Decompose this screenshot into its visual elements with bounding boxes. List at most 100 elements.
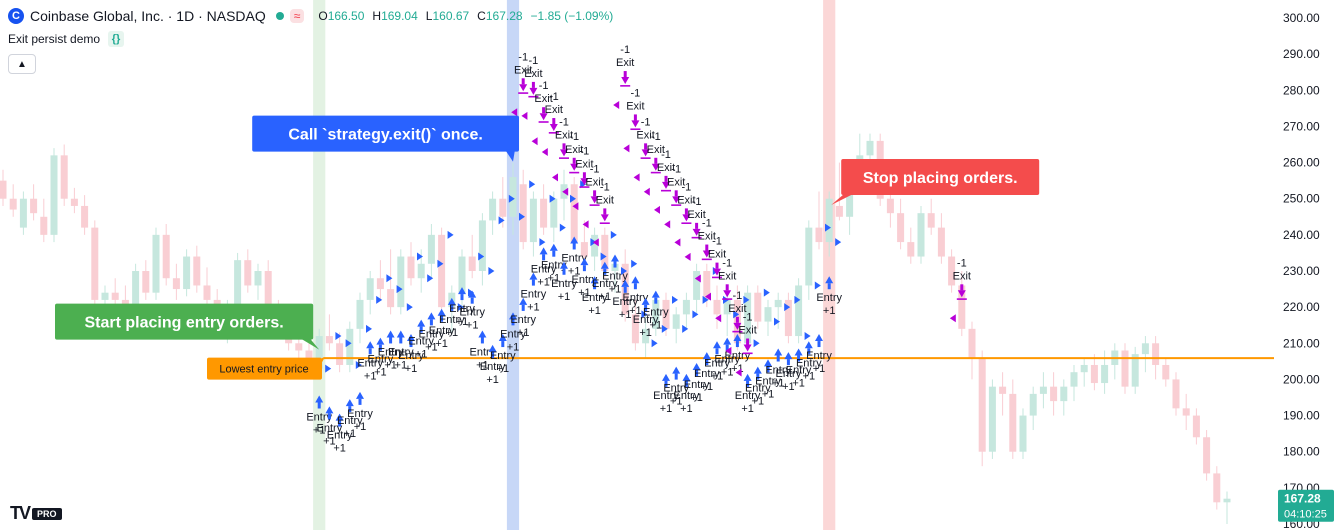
candle-body bbox=[846, 184, 854, 217]
order-fill-marker bbox=[784, 303, 791, 312]
candle-body bbox=[754, 292, 762, 322]
down-arrow-icon bbox=[651, 163, 660, 171]
order-fill-marker bbox=[774, 317, 780, 326]
candle bbox=[9, 184, 17, 217]
down-arrow-shaft bbox=[521, 78, 525, 85]
entry-label: Entry bbox=[551, 278, 577, 290]
up-arrow-icon bbox=[376, 337, 385, 345]
candle-body bbox=[1039, 386, 1047, 394]
ohlc-close: C167.28 bbox=[477, 9, 522, 23]
exit-qty-label: -1 bbox=[671, 163, 681, 175]
entry-marker: Entry+1 bbox=[388, 303, 414, 371]
entry-marker: Entry+1 bbox=[500, 212, 526, 353]
candle bbox=[713, 285, 721, 329]
order-fill-marker bbox=[488, 267, 495, 275]
entry-marker: Entry+1 bbox=[337, 360, 363, 440]
exit-label: Exit bbox=[514, 64, 532, 76]
entry-qty-label: +1 bbox=[384, 359, 397, 371]
up-arrow-icon bbox=[488, 344, 497, 352]
candle bbox=[60, 144, 68, 206]
exit-fill-marker bbox=[623, 144, 630, 153]
indicator-legend[interactable]: Exit persist demo {} bbox=[8, 31, 125, 47]
ohlc-high-key: H bbox=[372, 9, 382, 23]
candle-body bbox=[835, 205, 843, 217]
entry-label: Entry bbox=[521, 289, 547, 301]
candle-body bbox=[397, 256, 405, 308]
order-fill-marker bbox=[519, 212, 525, 221]
candle-body bbox=[234, 260, 242, 308]
entry-label: Entry bbox=[674, 390, 700, 402]
down-arrow-shaft bbox=[593, 190, 597, 197]
indicator-name[interactable]: Exit persist demo bbox=[8, 32, 101, 46]
order-fill-marker bbox=[692, 310, 699, 319]
candle bbox=[111, 278, 119, 308]
exit-qty-label: -1 bbox=[692, 196, 702, 208]
entry-qty-label: +1 bbox=[415, 349, 428, 361]
down-arrow-icon bbox=[621, 77, 630, 85]
down-arrow-icon bbox=[590, 196, 599, 204]
candle bbox=[346, 321, 354, 373]
entry-qty-label: +1 bbox=[568, 265, 581, 277]
exit-fill-marker bbox=[552, 173, 558, 182]
source-code-icon[interactable]: {} bbox=[108, 31, 125, 47]
candle-body bbox=[540, 198, 548, 228]
entry-label: Entry bbox=[663, 383, 689, 395]
exit-label: Exit bbox=[596, 194, 614, 206]
candle-body bbox=[805, 227, 813, 286]
collapse-legend-button[interactable]: ▲ bbox=[8, 54, 36, 74]
order-fill-marker bbox=[478, 252, 485, 261]
candle-body bbox=[1141, 343, 1149, 355]
candle-body bbox=[30, 198, 38, 214]
entry-label: Entry bbox=[510, 314, 536, 326]
down-arrow-shaft bbox=[674, 190, 678, 197]
up-arrow-shaft bbox=[715, 348, 719, 355]
up-arrow-shaft bbox=[368, 348, 372, 355]
candle bbox=[529, 191, 537, 257]
tradingview-logo[interactable]: TV PRO bbox=[10, 503, 62, 524]
candle-body bbox=[570, 184, 578, 243]
candle-body bbox=[152, 234, 160, 293]
entry-marker: Entry+1 bbox=[449, 287, 475, 328]
exit-label: Exit bbox=[738, 325, 756, 337]
up-arrow-shaft bbox=[572, 243, 576, 250]
market-status-dot[interactable] bbox=[275, 12, 284, 20]
entry-qty-label: +1 bbox=[588, 305, 601, 317]
order-fill-marker bbox=[631, 259, 638, 268]
data-status-badge[interactable]: ≈ bbox=[289, 9, 305, 23]
candle-body bbox=[723, 299, 731, 315]
up-arrow-shaft bbox=[705, 359, 709, 366]
ohlc-low-value: 160.67 bbox=[432, 9, 470, 23]
down-arrow-shaft bbox=[695, 222, 699, 229]
candle-body bbox=[1223, 498, 1231, 503]
entry-qty-label: +1 bbox=[701, 381, 714, 393]
down-arrow-base bbox=[671, 204, 682, 206]
y-axis-tick-label: 240.00 bbox=[1283, 228, 1320, 242]
entry-label: Entry bbox=[561, 252, 587, 264]
up-arrow-shaft bbox=[419, 326, 423, 333]
entry-qty-label: +1 bbox=[456, 316, 469, 328]
entry-qty-label: +1 bbox=[354, 421, 367, 433]
candle bbox=[948, 249, 956, 293]
candle-body bbox=[591, 234, 599, 257]
candle bbox=[1121, 343, 1129, 394]
candle-body bbox=[958, 285, 966, 329]
candle bbox=[999, 372, 1007, 416]
up-arrow-shaft bbox=[817, 341, 821, 348]
chevron-up-icon: ▲ bbox=[17, 58, 27, 70]
candle bbox=[142, 260, 150, 300]
entry-qty-label: +1 bbox=[803, 370, 816, 382]
candle-body bbox=[948, 256, 956, 286]
symbol-title[interactable]: Coinbase Global, Inc. · 1D · NASDAQ bbox=[30, 8, 266, 24]
candle-body bbox=[784, 299, 792, 337]
up-arrow-icon bbox=[529, 272, 538, 280]
entry-marker: Entry+1 bbox=[327, 339, 353, 455]
candle bbox=[825, 191, 833, 257]
entry-label: Entry bbox=[786, 365, 812, 377]
exit-label: Exit bbox=[687, 209, 705, 221]
candle-body bbox=[703, 271, 711, 300]
up-arrow-shaft bbox=[746, 380, 750, 387]
